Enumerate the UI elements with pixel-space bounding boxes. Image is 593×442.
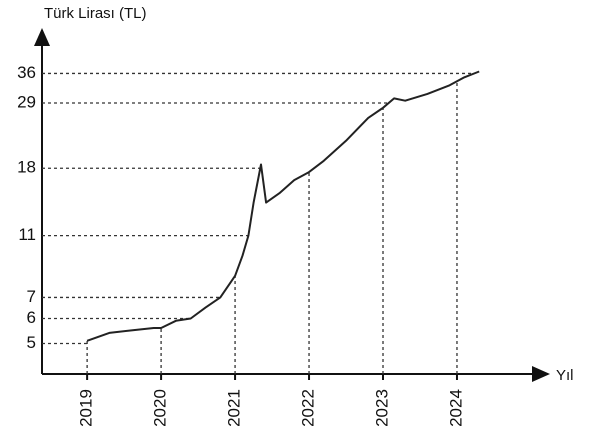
x-axis-label: Yıl (556, 367, 574, 384)
y-axis-label: Türk Lirası (TL) (44, 5, 147, 22)
y-tick-label: 29 (17, 92, 36, 111)
y-tick-label: 7 (27, 287, 36, 306)
y-tick-label: 36 (17, 63, 36, 82)
x-tick-label: 2019 (77, 389, 96, 427)
x-tick-label: 2021 (225, 389, 244, 427)
x-tick-label: 2022 (299, 389, 318, 427)
y-tick-label: 6 (27, 308, 36, 327)
x-tick-label: 2020 (151, 389, 170, 427)
x-tick-label: 2023 (372, 389, 391, 427)
y-tick-label: 5 (27, 333, 36, 352)
x-tick-label: 2024 (446, 389, 465, 427)
data-line (86, 70, 480, 342)
y-tick-label: 18 (17, 158, 36, 177)
y-tick-label: 11 (18, 225, 36, 244)
